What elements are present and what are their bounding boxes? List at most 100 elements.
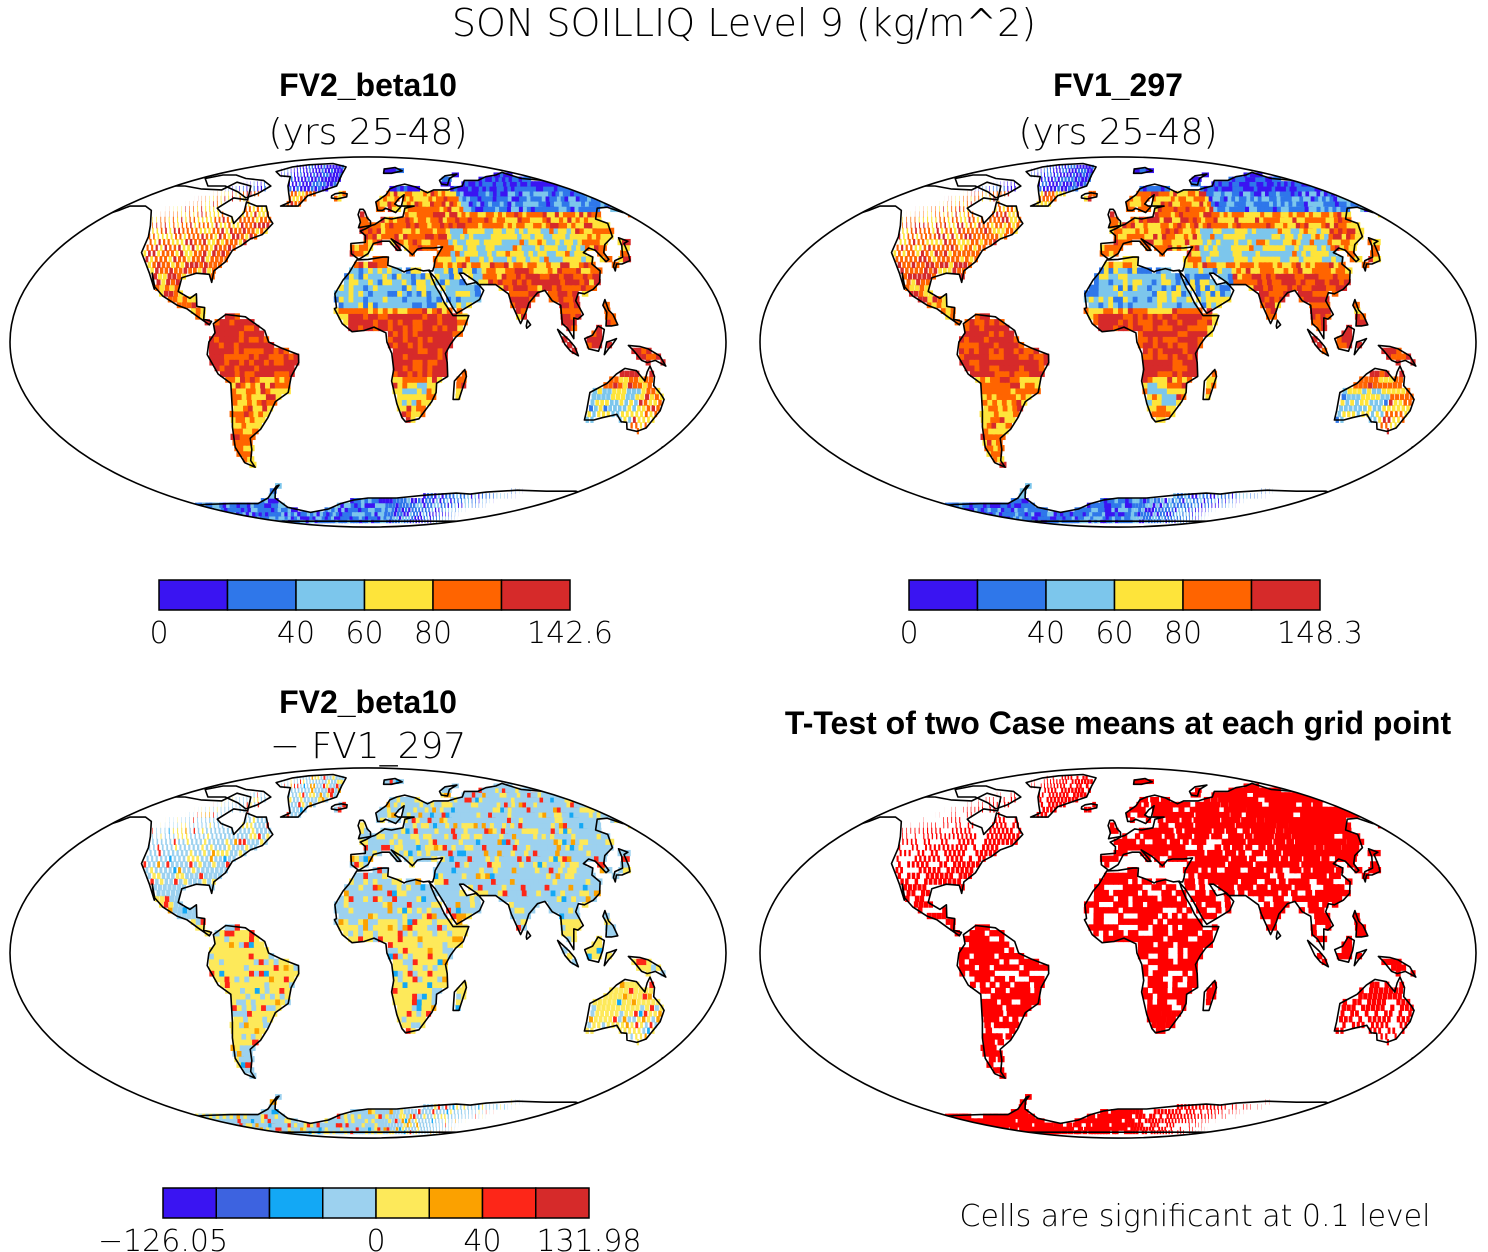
grid-cell — [1005, 519, 1014, 524]
grid-cell — [182, 296, 188, 303]
coastline — [98, 181, 274, 326]
grid-cell — [461, 370, 468, 378]
grid-cell — [899, 511, 912, 517]
grid-cell — [486, 233, 494, 240]
grid-cell — [166, 278, 171, 286]
grid-cell — [209, 200, 210, 207]
grid-cell — [437, 342, 444, 349]
grid-cell — [179, 515, 191, 520]
grid-cell — [964, 353, 970, 360]
grid-cell — [438, 261, 445, 269]
grid-cell — [397, 399, 403, 406]
grid-cell — [1404, 410, 1408, 418]
grid-cell — [1171, 387, 1177, 395]
grid-cell — [478, 498, 480, 504]
grid-cell — [254, 211, 257, 218]
grid-cell — [584, 278, 592, 286]
grid-cell — [430, 493, 433, 499]
grid-cell — [1392, 382, 1397, 389]
grid-cell — [284, 172, 285, 178]
grid-cell — [493, 227, 501, 234]
grid-cell — [417, 216, 424, 223]
grid-cell — [430, 238, 437, 246]
grid-cell — [392, 376, 399, 383]
grid-cell — [1192, 515, 1193, 520]
grid-cell — [606, 410, 610, 418]
grid-cell — [1207, 498, 1209, 504]
grid-cell — [412, 211, 419, 218]
grid-cell — [423, 502, 426, 508]
grid-cell — [196, 244, 200, 251]
grid-cell — [358, 273, 364, 280]
grid-cell — [619, 399, 624, 406]
grid-cell — [371, 507, 376, 513]
grid-cell — [300, 172, 302, 178]
grid-cell — [417, 307, 423, 314]
grid-cell — [969, 359, 976, 366]
grid-cell — [392, 319, 399, 326]
grid-cell — [240, 376, 247, 383]
grid-cell — [345, 511, 351, 517]
grid-cell — [1389, 422, 1393, 429]
grid-cell — [1159, 502, 1163, 508]
grid-cell — [539, 273, 547, 280]
grid-cell — [1003, 342, 1010, 349]
grid-cell — [485, 244, 493, 251]
grid-cell — [1277, 284, 1284, 291]
grid-cell — [1118, 313, 1124, 320]
grid-cell — [415, 267, 422, 274]
grid-cell — [1184, 493, 1187, 499]
grid-cell — [632, 405, 636, 412]
grid-cell — [387, 290, 394, 297]
grid-cell — [382, 307, 389, 314]
grid-cell — [149, 238, 152, 246]
grid-cell — [184, 519, 196, 524]
grid-cell — [397, 324, 404, 332]
grid-cell — [1354, 307, 1361, 314]
grid-cell — [1172, 511, 1175, 517]
grid-cell — [417, 359, 424, 366]
grid-cell — [441, 176, 449, 182]
grid-cell — [1167, 324, 1174, 332]
grid-cell — [315, 168, 318, 174]
grid-cell — [536, 278, 543, 286]
grid-cell — [983, 330, 990, 337]
grid-cell — [405, 195, 412, 202]
grid-cell — [1363, 405, 1367, 412]
grid-cell — [1147, 370, 1154, 378]
grid-cell — [412, 307, 418, 314]
grid-cell — [1292, 284, 1299, 291]
grid-cell — [969, 353, 975, 360]
grid-cell — [273, 359, 280, 366]
grid-cell — [371, 502, 376, 508]
grid-cell — [581, 238, 591, 246]
figure-title: SON SOILLIQ Level 9 (kg/m^2) — [452, 1, 1036, 45]
grid-cell — [219, 330, 225, 337]
grid-cell — [1343, 278, 1351, 286]
grid-cell — [1062, 515, 1069, 520]
grid-cell — [361, 511, 366, 517]
grid-cell — [245, 233, 249, 240]
grid-cell — [1088, 307, 1094, 314]
grid-cell — [154, 519, 167, 524]
grid-cell — [444, 176, 452, 182]
grid-cell — [409, 250, 415, 257]
grid-cell — [397, 330, 404, 337]
grid-cell — [889, 511, 903, 517]
grid-cell — [402, 376, 408, 383]
grid-cell — [377, 284, 384, 291]
grid-cell — [412, 347, 419, 355]
grid-cell — [651, 405, 655, 412]
grid-cell — [1152, 502, 1156, 508]
grid-cell — [255, 519, 264, 524]
grid-cell — [569, 301, 576, 309]
grid-cell — [1121, 498, 1126, 504]
grid-cell — [397, 307, 404, 314]
grid-cell — [1151, 507, 1154, 513]
grid-cell — [440, 284, 447, 291]
grid-cell — [1000, 382, 1007, 389]
grid-cell — [417, 353, 424, 360]
grid-cell — [207, 267, 212, 274]
grid-cell — [409, 216, 416, 223]
grid-cell — [1001, 399, 1009, 406]
